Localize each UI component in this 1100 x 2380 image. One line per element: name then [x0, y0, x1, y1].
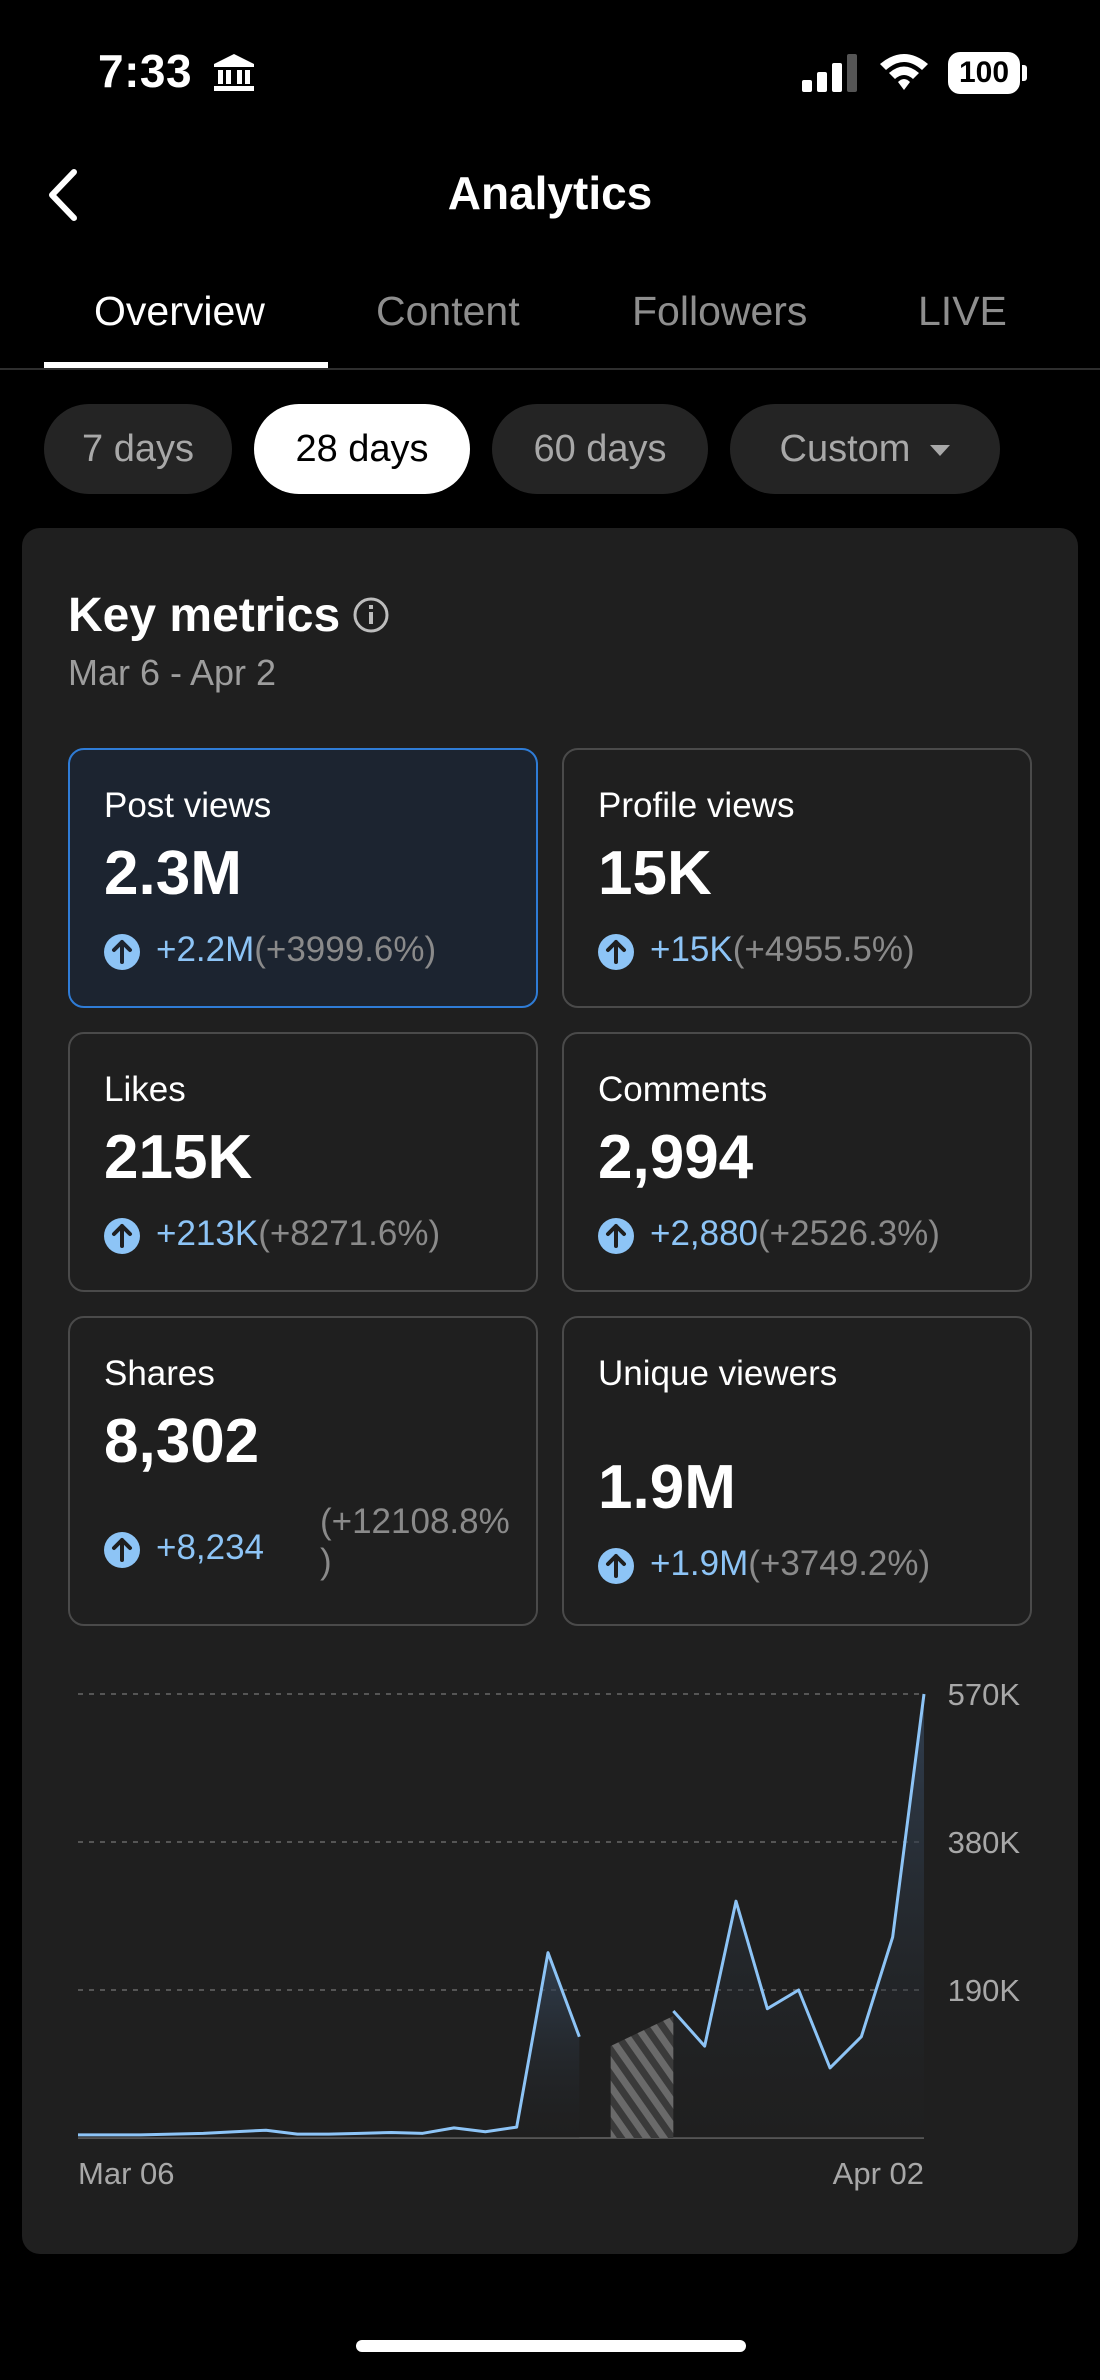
metric-label: Shares — [104, 1354, 215, 1393]
status-bar: 7:33 100 — [0, 0, 1100, 140]
metric-label: Likes — [104, 1070, 186, 1109]
metric-delta-value: +15K(+4955.5%) — [650, 930, 915, 970]
delta-value: +213K — [156, 1214, 259, 1253]
metric-label: Post views — [104, 786, 272, 825]
y-tick-label: 380K — [948, 1825, 1021, 1860]
delta-percent: (+12108.8% ) — [320, 1502, 510, 1582]
x-tick-label-end: Apr 02 — [833, 2156, 924, 2191]
series-line — [78, 1951, 581, 2137]
metric-delta-value: +1.9M(+3749.2%) — [650, 1544, 930, 1584]
battery-icon: 100 — [948, 52, 1028, 94]
metric-value: 8,302 — [104, 1407, 260, 1476]
metric-delta-value: +2.2M(+3999.6%) — [156, 930, 436, 970]
arrow-up-icon — [598, 934, 634, 970]
metric-label: Comments — [598, 1070, 768, 1109]
cellular-signal-icon — [802, 54, 857, 92]
tab-overview[interactable]: Overview — [94, 288, 265, 334]
y-tick-label: 570K — [948, 1677, 1021, 1712]
missing-data-region — [610, 2016, 674, 2138]
delta-percent-line2: ) — [320, 1542, 332, 1581]
metric-value: 15K — [598, 839, 712, 908]
y-tick-label: 190K — [948, 1973, 1021, 2008]
metric-label: Profile views — [598, 786, 795, 825]
metric-profile-views[interactable]: Profile views 15K +15K(+4955.5%) — [562, 748, 1032, 1008]
delta-percent: (+8271.6%) — [258, 1214, 441, 1253]
delta-percent: (+3999.6%) — [254, 930, 437, 969]
arrow-up-icon — [598, 1548, 634, 1584]
caret-down-icon — [930, 445, 951, 457]
status-time: 7:33 — [98, 45, 193, 97]
metric-shares[interactable]: Shares 8,302 +8,234 (+12108.8% ) — [68, 1316, 538, 1626]
series-line — [672, 1693, 926, 2070]
metric-value: 2,994 — [598, 1123, 754, 1192]
bank-icon — [214, 54, 254, 91]
metric-likes[interactable]: Likes 215K +213K(+8271.6%) — [68, 1032, 538, 1292]
metric-value: 215K — [104, 1123, 253, 1192]
delta-percent: (+2526.3%) — [758, 1214, 940, 1253]
chart-area-fill — [78, 1952, 580, 2138]
metric-delta-value: +213K(+8271.6%) — [156, 1214, 440, 1254]
tab-bar: Overview Content Followers LIVE — [0, 280, 1100, 370]
metric-unique-viewers[interactable]: Unique viewers 1.9M +1.9M(+3749.2%) — [562, 1316, 1032, 1626]
arrow-up-icon — [104, 1532, 140, 1568]
delta-value: +2.2M — [156, 930, 255, 969]
range-7-days[interactable]: 7 days — [44, 404, 232, 494]
metric-delta-value: +2,880(+2526.3%) — [650, 1214, 940, 1254]
range-28-days[interactable]: 28 days — [254, 404, 470, 494]
home-indicator — [356, 2340, 746, 2352]
delta-percent-line1: (+12108.8% — [320, 1502, 510, 1541]
key-metrics-title: Key metrics — [68, 589, 341, 642]
delta-value: +2,880 — [650, 1214, 759, 1253]
active-tab-indicator — [44, 362, 328, 368]
metric-post-views[interactable]: Post views 2.3M +2.2M(+3999.6%) — [68, 748, 538, 1008]
delta-value: +15K — [650, 930, 733, 969]
info-icon[interactable] — [352, 596, 390, 634]
metric-comments[interactable]: Comments 2,994 +2,880(+2526.3%) — [562, 1032, 1032, 1292]
metric-label: Unique viewers — [598, 1354, 838, 1393]
date-range: Mar 6 - Apr 2 — [68, 652, 277, 693]
x-tick-label-start: Mar 06 — [78, 2156, 174, 2191]
tab-content[interactable]: Content — [376, 288, 520, 334]
tab-live[interactable]: LIVE — [918, 288, 1007, 334]
chart-area-fill — [673, 1694, 924, 2138]
delta-value: +1.9M — [650, 1544, 749, 1583]
arrow-up-icon — [104, 934, 140, 970]
range-custom[interactable]: Custom — [730, 404, 1000, 494]
tab-followers[interactable]: Followers — [632, 288, 808, 334]
range-60-days[interactable]: 60 days — [492, 404, 708, 494]
back-chevron-icon[interactable] — [42, 166, 86, 224]
page-title: Analytics — [447, 167, 653, 219]
metric-value: 2.3M — [104, 839, 242, 908]
battery-level: 100 — [948, 52, 1020, 94]
arrow-up-icon — [104, 1218, 140, 1254]
wifi-icon — [880, 54, 928, 90]
range-custom-label: Custom — [779, 428, 911, 470]
arrow-up-icon — [598, 1218, 634, 1254]
metric-value: 1.9M — [598, 1453, 736, 1522]
delta-value: +8,234 — [156, 1528, 265, 1567]
delta-percent: (+3749.2%) — [748, 1544, 931, 1583]
delta-percent: (+4955.5%) — [732, 930, 915, 969]
